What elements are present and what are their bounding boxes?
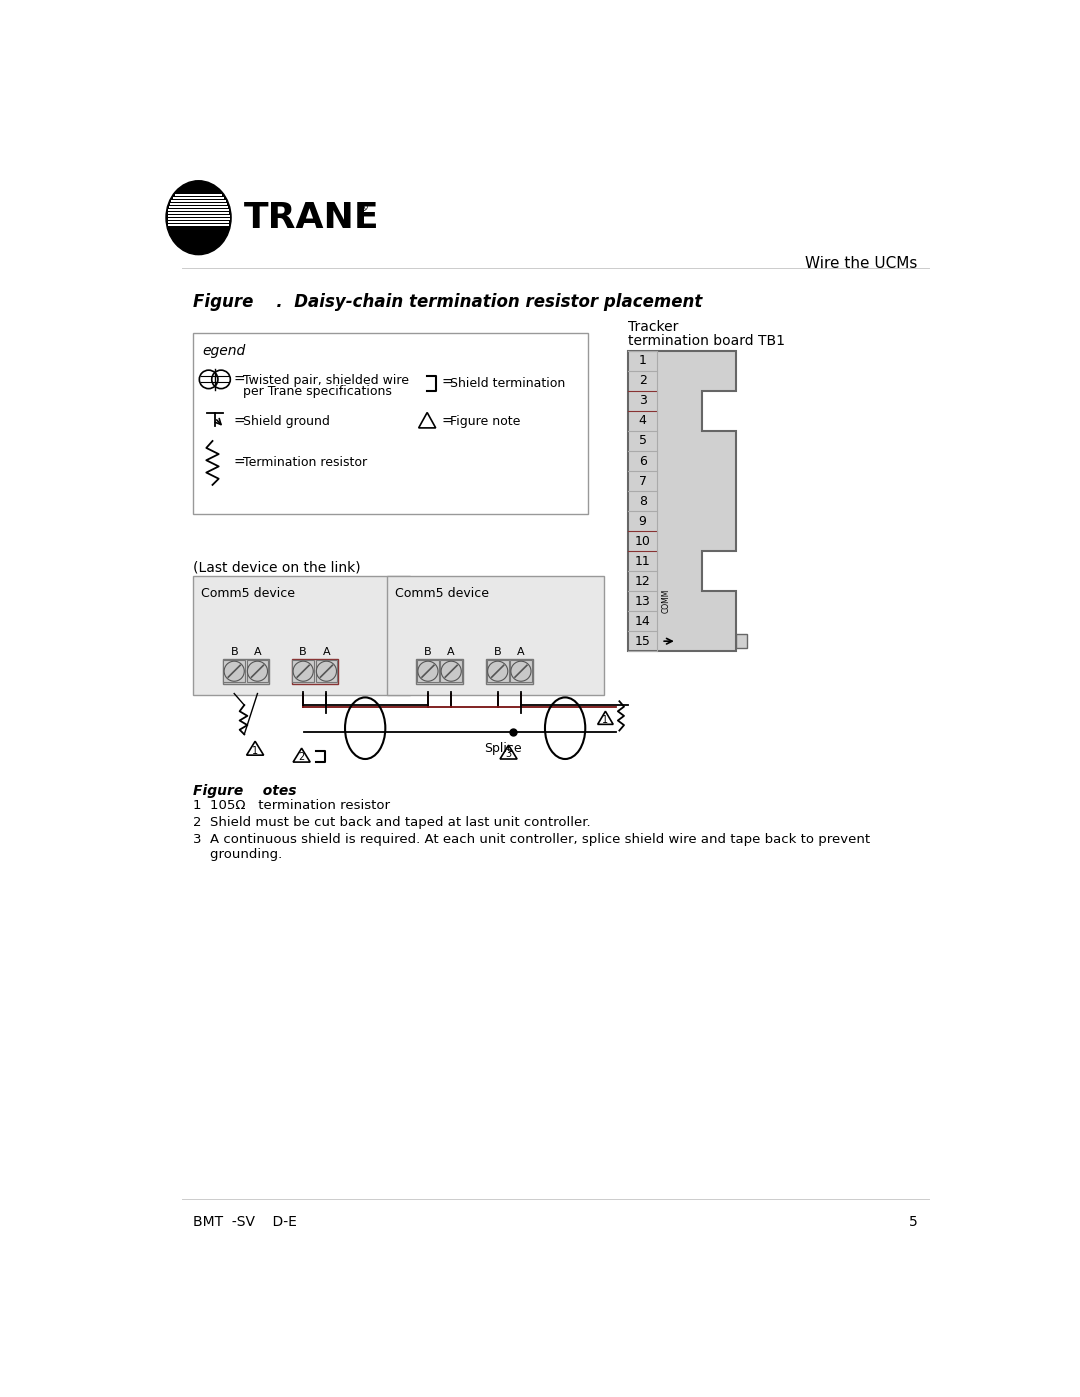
Text: Tracker: Tracker — [627, 320, 678, 334]
Bar — [737, 634, 747, 648]
Text: 14: 14 — [635, 615, 650, 627]
Bar — [222, 659, 269, 683]
Text: A: A — [323, 647, 330, 657]
Text: Wire the UCMs: Wire the UCMs — [806, 256, 918, 271]
Text: 1: 1 — [603, 715, 608, 725]
Bar — [486, 659, 532, 683]
Text: =: = — [441, 376, 453, 390]
Text: Shield ground: Shield ground — [243, 415, 329, 429]
Text: =: = — [233, 455, 245, 469]
Text: B: B — [424, 647, 432, 657]
Text: 2: 2 — [638, 374, 647, 387]
Bar — [173, 197, 225, 198]
Text: 3: 3 — [638, 394, 647, 408]
Circle shape — [488, 661, 508, 682]
Bar — [487, 661, 509, 682]
Text: A: A — [447, 647, 455, 657]
Ellipse shape — [166, 180, 231, 254]
Bar — [510, 661, 531, 682]
Bar — [167, 215, 230, 217]
Circle shape — [441, 661, 461, 682]
Text: 6: 6 — [638, 454, 647, 468]
Text: A: A — [517, 647, 525, 657]
Bar — [293, 661, 314, 682]
Text: 3  A continuous shield is required. At each unit controller, splice shield wire : 3 A continuous shield is required. At ea… — [193, 833, 870, 861]
Bar — [168, 225, 229, 226]
Text: 3: 3 — [505, 749, 512, 760]
Circle shape — [418, 661, 438, 682]
Text: 1: 1 — [638, 355, 647, 367]
Text: Figure    .  Daisy-chain termination resistor placement: Figure . Daisy-chain termination resisto… — [193, 293, 702, 312]
Text: =: = — [441, 415, 453, 429]
Text: 11: 11 — [635, 555, 650, 567]
Bar — [193, 334, 589, 514]
Bar — [167, 218, 230, 221]
Text: per Trane specifications: per Trane specifications — [243, 384, 392, 398]
Text: A: A — [254, 647, 261, 657]
Text: 4: 4 — [638, 415, 647, 427]
Text: Termination resistor: Termination resistor — [243, 455, 367, 469]
Circle shape — [316, 661, 337, 682]
Bar — [441, 661, 462, 682]
Polygon shape — [627, 351, 737, 651]
Text: 1: 1 — [252, 746, 258, 756]
Text: 7: 7 — [638, 475, 647, 488]
Text: termination board TB1: termination board TB1 — [627, 334, 785, 348]
Text: Twisted pair, shielded wire: Twisted pair, shielded wire — [243, 374, 408, 387]
Text: 5: 5 — [909, 1215, 918, 1229]
Bar — [193, 576, 410, 696]
Circle shape — [511, 661, 531, 682]
Bar — [315, 661, 337, 682]
Text: BMT  -SV    D-E: BMT -SV D-E — [193, 1215, 297, 1229]
Text: Figure    otes: Figure otes — [193, 784, 297, 798]
Text: B: B — [230, 647, 238, 657]
Bar — [171, 200, 226, 201]
Bar — [168, 205, 228, 208]
Text: Comm5 device: Comm5 device — [201, 587, 295, 599]
Text: 2: 2 — [298, 753, 305, 763]
Text: Splice: Splice — [484, 742, 522, 756]
Bar — [175, 194, 222, 196]
Text: Comm5 device: Comm5 device — [394, 587, 488, 599]
Text: 1  105Ω   termination resistor: 1 105Ω termination resistor — [193, 799, 390, 812]
Text: 5: 5 — [638, 434, 647, 447]
Bar — [416, 659, 463, 683]
Text: TRANE: TRANE — [243, 201, 379, 235]
Bar — [168, 210, 229, 211]
Text: COMM: COMM — [662, 590, 671, 613]
Text: Shield termination: Shield termination — [450, 377, 566, 390]
Bar — [246, 661, 268, 682]
Text: 10: 10 — [635, 535, 650, 548]
Bar — [167, 221, 229, 224]
Text: (Last device on the link): (Last device on the link) — [193, 560, 361, 574]
Bar — [387, 576, 604, 696]
Bar — [224, 661, 245, 682]
Text: egend: egend — [202, 344, 245, 358]
Bar — [417, 661, 438, 682]
Text: Figure note: Figure note — [450, 415, 521, 429]
Text: 15: 15 — [635, 634, 650, 648]
Circle shape — [247, 661, 268, 682]
Text: 13: 13 — [635, 595, 650, 608]
Text: 8: 8 — [638, 495, 647, 507]
Bar — [170, 203, 227, 205]
Text: 9: 9 — [638, 514, 647, 528]
Circle shape — [293, 661, 313, 682]
Text: 2  Shield must be cut back and taped at last unit controller.: 2 Shield must be cut back and taped at l… — [193, 816, 591, 828]
Text: B: B — [299, 647, 307, 657]
Text: B: B — [494, 647, 501, 657]
Text: ®: ® — [356, 201, 369, 214]
Circle shape — [225, 661, 244, 682]
Bar — [292, 659, 338, 683]
Text: =: = — [233, 415, 245, 429]
Text: =: = — [233, 373, 245, 387]
Text: 12: 12 — [635, 574, 650, 588]
Bar — [167, 212, 229, 214]
